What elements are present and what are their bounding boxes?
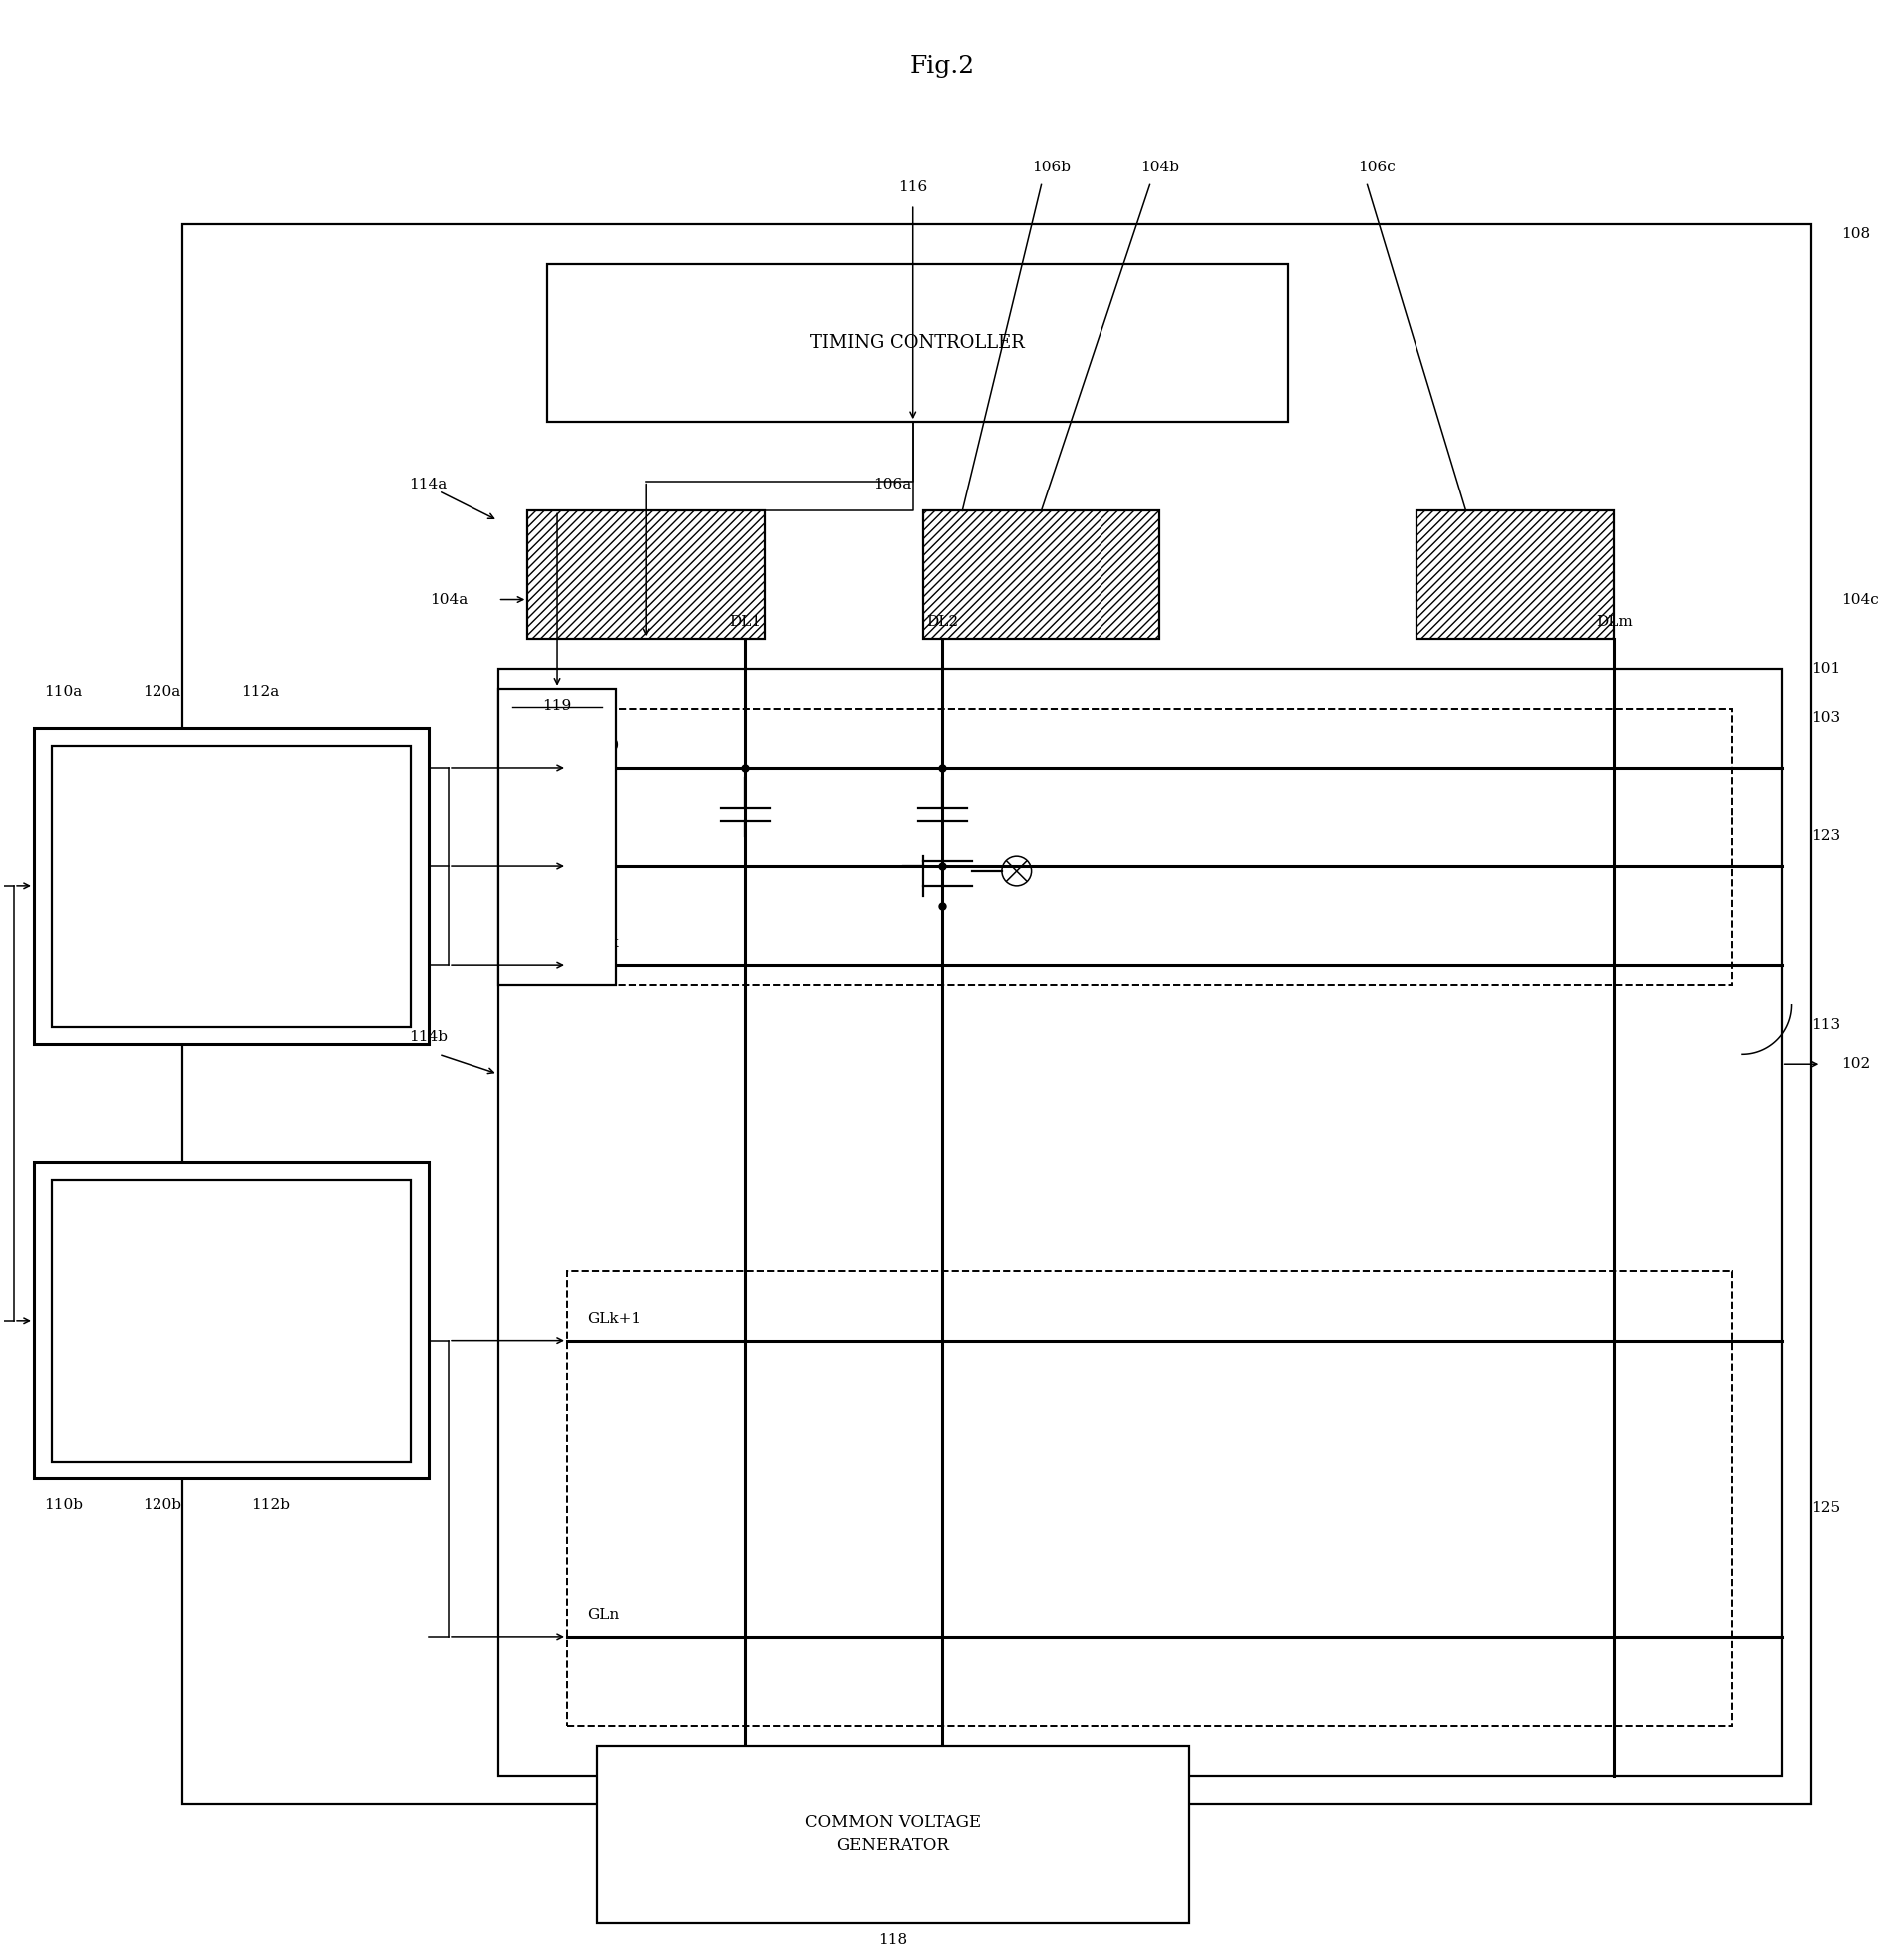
FancyBboxPatch shape [34,1162,429,1480]
Text: 108: 108 [1841,227,1871,241]
Text: 104a: 104a [430,592,468,608]
Text: 106b: 106b [1031,161,1070,174]
Text: 106c: 106c [1357,161,1395,174]
FancyBboxPatch shape [34,727,429,1045]
Text: 106a: 106a [874,476,912,492]
Text: 104b: 104b [1140,161,1180,174]
Text: GLn: GLn [587,1607,619,1623]
Text: GL1: GL1 [587,837,619,851]
Text: 123: 123 [1812,829,1841,843]
Text: 110a: 110a [43,684,81,698]
Text: 112a: 112a [242,684,279,698]
Text: GL0: GL0 [587,739,619,753]
Text: 125: 125 [1812,1501,1841,1515]
Text: 119: 119 [542,698,572,711]
FancyBboxPatch shape [527,512,765,639]
Text: GLk: GLk [587,937,619,951]
Text: 112b: 112b [251,1499,291,1513]
Text: 118: 118 [878,1933,908,1946]
FancyBboxPatch shape [498,688,617,986]
Text: 116: 116 [899,180,927,194]
FancyBboxPatch shape [181,223,1812,1805]
Text: COMMON VOLTAGE
GENERATOR: COMMON VOLTAGE GENERATOR [806,1815,982,1854]
Text: Fig.2: Fig.2 [910,55,974,78]
Text: 113: 113 [1812,1017,1841,1031]
FancyBboxPatch shape [51,747,412,1027]
Text: 120a: 120a [142,684,181,698]
Text: SECOND
COMMON VOLTAGE
COMPENSATOR: SECOND COMMON VOLTAGE COMPENSATOR [151,1294,312,1348]
FancyBboxPatch shape [923,512,1159,639]
Text: 114a: 114a [410,476,447,492]
Text: 102: 102 [1841,1056,1871,1070]
FancyBboxPatch shape [51,1180,412,1460]
Text: 101: 101 [1812,662,1841,676]
Text: 103: 103 [1812,711,1841,725]
Text: 120b: 120b [142,1499,181,1513]
Text: DLm: DLm [1595,615,1633,629]
FancyBboxPatch shape [597,1746,1189,1923]
Text: 114b: 114b [410,1031,447,1045]
FancyBboxPatch shape [1416,512,1614,639]
Text: DL2: DL2 [927,615,959,629]
Text: 104c: 104c [1841,592,1879,608]
FancyBboxPatch shape [498,668,1782,1776]
Text: GLk+1: GLk+1 [587,1311,640,1325]
Text: 110b: 110b [43,1499,83,1513]
FancyBboxPatch shape [548,265,1288,421]
Text: TIMING CONTROLLER: TIMING CONTROLLER [810,333,1025,353]
Text: FIRST
COMMON VOLTAGE
COMPENSATOR: FIRST COMMON VOLTAGE COMPENSATOR [151,858,312,913]
Text: DL1: DL1 [729,615,761,629]
